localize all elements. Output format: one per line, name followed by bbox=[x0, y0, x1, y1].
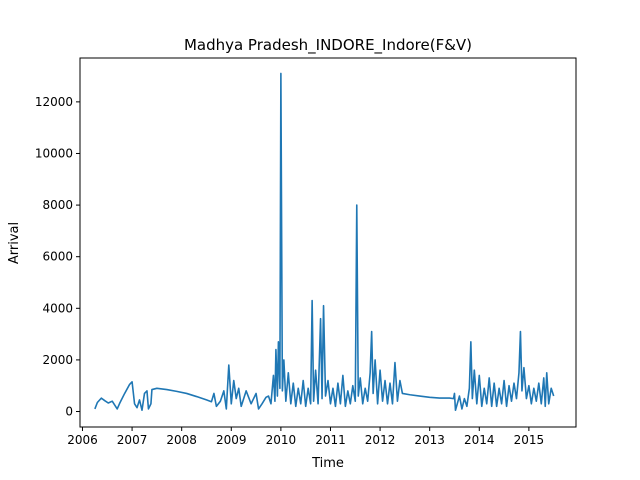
x-tick-label-2009: 2009 bbox=[216, 433, 247, 447]
y-tick-label-2000: 2000 bbox=[42, 353, 73, 367]
x-tick-label-2015: 2015 bbox=[514, 433, 545, 447]
x-tick-label-2008: 2008 bbox=[166, 433, 197, 447]
y-tick-label-4000: 4000 bbox=[42, 301, 73, 315]
x-tick-label-2007: 2007 bbox=[117, 433, 148, 447]
y-axis-label: Arrival bbox=[7, 222, 22, 264]
y-tick-label-12000: 12000 bbox=[35, 95, 73, 109]
x-tick-label-2013: 2013 bbox=[414, 433, 445, 447]
axes-frame bbox=[79, 57, 577, 428]
series-line-0 bbox=[94, 72, 555, 412]
y-tick-label-0: 0 bbox=[65, 405, 73, 419]
x-tick-label-2011: 2011 bbox=[315, 433, 346, 447]
y-tick-label-10000: 10000 bbox=[35, 146, 73, 160]
x-tick-label-2010: 2010 bbox=[266, 433, 297, 447]
x-tick-label-2012: 2012 bbox=[365, 433, 396, 447]
y-tick-label-6000: 6000 bbox=[42, 250, 73, 264]
x-axis-label: Time bbox=[311, 456, 344, 471]
y-tick-label-8000: 8000 bbox=[42, 198, 73, 212]
plot-area: 2006 2007 2008 2009 2010 2011 2012 2013 2014 2015… bbox=[35, 57, 577, 447]
x-tick-label-2006: 2006 bbox=[67, 433, 98, 447]
x-tick-label-2014: 2014 bbox=[464, 433, 495, 447]
chart-title: Madhya Pradesh_INDORE_Indore(F&V) bbox=[184, 36, 472, 55]
